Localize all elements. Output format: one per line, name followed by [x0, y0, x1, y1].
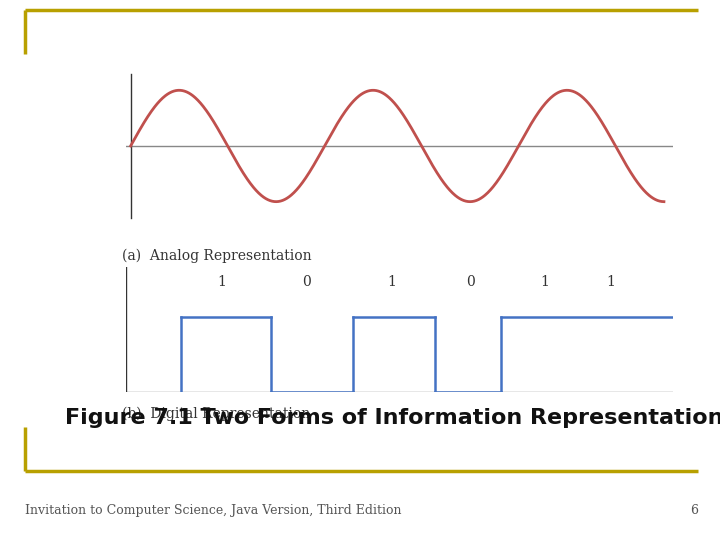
Text: 1: 1 [540, 275, 549, 289]
Text: Figure 7.1 Two Forms of Information Representation: Figure 7.1 Two Forms of Information Repr… [65, 408, 720, 428]
Text: (a)  Analog Representation: (a) Analog Representation [122, 248, 312, 263]
Text: Invitation to Computer Science, Java Version, Third Edition: Invitation to Computer Science, Java Ver… [25, 504, 402, 517]
Text: 1: 1 [217, 275, 226, 289]
Text: 0: 0 [467, 275, 475, 289]
Text: 6: 6 [690, 504, 698, 517]
Text: 1: 1 [387, 275, 396, 289]
Text: (b)  Digital Representation: (b) Digital Representation [122, 407, 310, 421]
Text: 0: 0 [302, 275, 311, 289]
Text: 1: 1 [606, 275, 615, 289]
